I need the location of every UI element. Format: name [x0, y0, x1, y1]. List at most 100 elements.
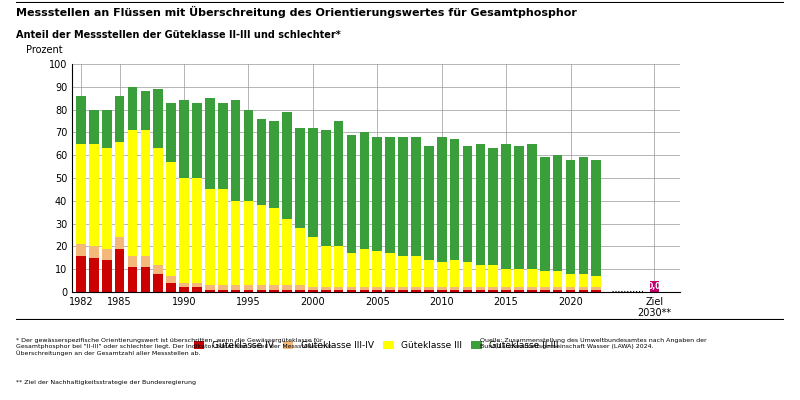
Bar [502, 144, 511, 269]
Bar [76, 244, 86, 256]
Bar [295, 285, 305, 290]
Bar [282, 290, 292, 292]
Bar [334, 121, 343, 246]
Bar [411, 256, 421, 288]
Bar [566, 288, 575, 290]
Bar [154, 148, 163, 265]
Bar [192, 103, 202, 178]
Bar [591, 160, 601, 276]
Bar [398, 256, 408, 288]
Bar [475, 288, 485, 290]
Bar [334, 290, 343, 292]
Bar [502, 269, 511, 288]
Bar [514, 269, 524, 288]
Bar [398, 288, 408, 290]
Bar [475, 265, 485, 288]
Bar [553, 290, 562, 292]
Bar [502, 290, 511, 292]
Bar [154, 89, 163, 148]
Bar [295, 228, 305, 285]
Bar [244, 110, 254, 201]
Bar [450, 288, 459, 290]
Bar [295, 290, 305, 292]
Bar [230, 201, 241, 285]
Bar [128, 256, 138, 267]
Bar [475, 144, 485, 265]
Bar [373, 251, 382, 288]
Bar [205, 189, 214, 285]
Bar [218, 189, 227, 285]
Bar [166, 162, 176, 276]
Bar [141, 267, 150, 292]
Bar [334, 246, 343, 288]
Bar [257, 205, 266, 285]
Bar [270, 121, 279, 208]
Bar [166, 103, 176, 162]
Bar [527, 269, 537, 288]
Bar [89, 110, 98, 144]
Bar [128, 130, 138, 256]
Bar [128, 87, 138, 130]
Bar [179, 178, 189, 283]
Bar [424, 146, 434, 260]
Bar [230, 285, 241, 290]
Bar [566, 160, 575, 274]
Bar [553, 272, 562, 288]
Bar [553, 155, 562, 272]
Bar [282, 219, 292, 285]
Bar [488, 265, 498, 288]
Bar [578, 158, 588, 274]
Bar [154, 274, 163, 292]
Bar [257, 285, 266, 290]
Bar [450, 139, 459, 260]
Bar [295, 128, 305, 228]
Bar [566, 274, 575, 288]
Text: Quelle: Zusammenstellung des Umweltbundesamtes nach Angaben der
Bund/Länderarbei: Quelle: Zusammenstellung des Umweltbunde… [480, 338, 706, 349]
Bar [270, 290, 279, 292]
Bar [386, 290, 395, 292]
Text: 0,0: 0,0 [647, 282, 661, 291]
Bar [591, 290, 601, 292]
Bar [166, 276, 176, 283]
Bar [205, 290, 214, 292]
Bar [437, 288, 446, 290]
Bar [270, 208, 279, 285]
Bar [102, 249, 112, 260]
Bar [488, 290, 498, 292]
Bar [398, 290, 408, 292]
Bar [527, 144, 537, 269]
Bar [179, 288, 189, 292]
Bar [282, 285, 292, 290]
Bar [115, 249, 125, 292]
Bar [115, 96, 125, 142]
Bar [141, 91, 150, 130]
Bar [230, 100, 241, 201]
Bar [282, 112, 292, 219]
Bar [540, 290, 550, 292]
Bar [270, 285, 279, 290]
Bar [102, 148, 112, 249]
Bar [450, 290, 459, 292]
Bar [308, 128, 318, 237]
Bar [488, 148, 498, 265]
Bar [230, 290, 241, 292]
Text: * Der gewässerspezifische Orientierungswert ist überschritten, wenn die Gewässer: * Der gewässerspezifische Orientierungsw… [16, 338, 331, 356]
Bar [527, 290, 537, 292]
Bar [115, 142, 125, 237]
Bar [166, 283, 176, 292]
Bar [411, 137, 421, 256]
Bar [321, 288, 330, 290]
Bar [128, 267, 138, 292]
Bar [205, 285, 214, 290]
Bar [179, 283, 189, 288]
Bar [462, 262, 472, 288]
Bar [578, 274, 588, 288]
Bar [540, 272, 550, 288]
Bar [244, 201, 254, 285]
Bar [218, 103, 227, 189]
Bar [346, 290, 356, 292]
Bar [154, 265, 163, 274]
Text: Prozent: Prozent [26, 45, 63, 55]
Bar [411, 290, 421, 292]
Bar [346, 135, 356, 253]
